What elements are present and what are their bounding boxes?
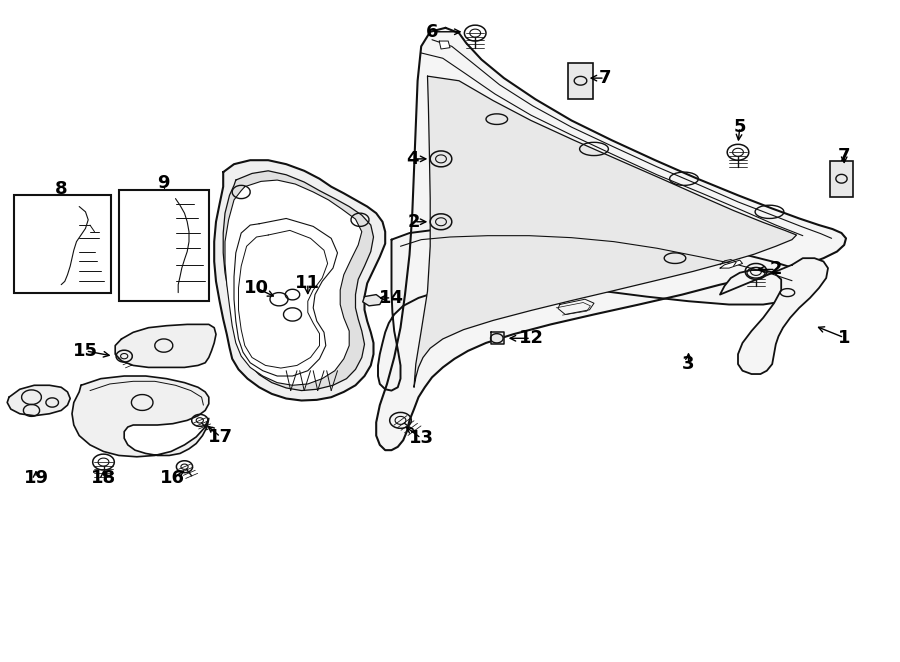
Text: 5: 5 [734, 118, 746, 136]
Polygon shape [225, 180, 362, 385]
Text: 9: 9 [158, 173, 170, 192]
Polygon shape [214, 160, 385, 401]
Text: 10: 10 [244, 279, 269, 297]
Text: 3: 3 [682, 355, 695, 373]
Polygon shape [439, 41, 450, 49]
Bar [568, 62, 593, 99]
Text: 11: 11 [295, 274, 320, 293]
Polygon shape [363, 295, 382, 306]
Bar [119, 190, 209, 301]
Polygon shape [223, 171, 374, 391]
Text: 19: 19 [23, 469, 49, 487]
Bar [14, 195, 111, 293]
Text: 13: 13 [409, 429, 434, 448]
Text: 6: 6 [426, 23, 438, 41]
Polygon shape [7, 385, 70, 416]
Text: 8: 8 [55, 179, 68, 198]
Bar [831, 161, 853, 197]
Text: 7: 7 [598, 69, 611, 87]
Text: 2: 2 [408, 213, 420, 231]
Text: 17: 17 [208, 428, 233, 446]
Text: 4: 4 [406, 150, 419, 168]
Text: 12: 12 [518, 329, 544, 348]
Text: 7: 7 [838, 146, 850, 165]
Polygon shape [414, 76, 796, 387]
Text: 1: 1 [838, 328, 850, 347]
Polygon shape [115, 324, 216, 367]
Text: 15: 15 [73, 342, 98, 360]
Text: 2: 2 [770, 260, 782, 279]
Polygon shape [720, 258, 828, 374]
Polygon shape [376, 28, 846, 450]
Text: 16: 16 [160, 469, 185, 487]
Polygon shape [491, 332, 504, 344]
Polygon shape [72, 376, 209, 457]
Text: 18: 18 [91, 469, 116, 487]
Polygon shape [378, 226, 810, 391]
Text: 14: 14 [379, 289, 404, 307]
Polygon shape [720, 260, 742, 268]
